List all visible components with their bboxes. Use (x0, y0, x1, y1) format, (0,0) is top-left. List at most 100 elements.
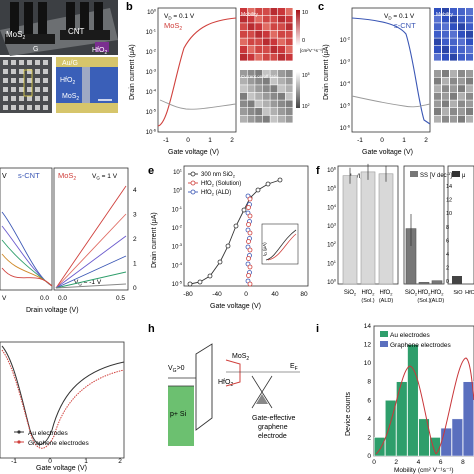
ratio-cell (270, 100, 278, 108)
micro-pad (35, 69, 40, 74)
panel-f-ytick: 106 (327, 166, 337, 175)
panel-h-mos2-band (225, 359, 241, 387)
panel-e-point-solution (247, 264, 253, 270)
panel-h-hfo2-barrier (195, 343, 213, 431)
mobility-cell (442, 38, 449, 46)
panel-e-legend-entry: 300 nm SiO2 (201, 172, 236, 179)
panel-e-inset-curve-a (265, 229, 297, 261)
mobility-cell (240, 30, 247, 38)
panel-g-axes (0, 341, 125, 459)
mobility-cell (442, 8, 449, 15)
label-mos2: MoS2 (6, 30, 25, 41)
micro-pad (19, 87, 24, 92)
mobility-cell (285, 46, 293, 53)
mobility-cell (278, 8, 285, 15)
mobility-cell (247, 30, 255, 38)
panel-c-xtick: -1 (357, 137, 363, 144)
mos2-output-curve (55, 271, 127, 289)
panel-f-group-label-right: HfO (465, 290, 474, 296)
mobility-cell (466, 23, 473, 31)
panel-b-ratio-label: Current on/off ratio (241, 74, 279, 79)
ratio-cell (458, 85, 465, 93)
mobility-cell (278, 15, 285, 23)
mobility-cell (262, 38, 270, 46)
mobility-cell (240, 46, 247, 53)
mobility-cell (458, 8, 465, 15)
mobility-cell (442, 46, 449, 53)
panel-d-left-title: s-CNT (18, 171, 40, 180)
micro-pad (43, 60, 48, 65)
panel-f-ss-ytick: 8 (446, 225, 449, 231)
ratio-cell (434, 70, 441, 77)
panel-f-group-label: SiO2 (344, 290, 357, 297)
ratio-cell (247, 108, 255, 115)
ratio-cell (285, 100, 293, 108)
mobility-cell (270, 8, 278, 15)
ratio-cell (442, 77, 449, 85)
ratio-cell (247, 115, 255, 123)
ratio-cell (255, 100, 263, 108)
panel-c-curve-on (351, 17, 431, 125)
panel-b-curve-on (157, 17, 237, 127)
mobility-cell (262, 23, 270, 31)
micro-pad (43, 105, 48, 110)
panel-b-xlabel: Gate voltage (V) (168, 149, 219, 156)
mobility-cell (466, 8, 473, 15)
ratio-cell (450, 108, 457, 115)
ratio-cell (278, 108, 285, 115)
mobility-cell (285, 23, 293, 31)
histogram-bar-au (396, 381, 408, 457)
scnt-output-curve (1, 225, 53, 287)
ratio-cell (285, 115, 293, 123)
ratio-cell (466, 92, 473, 100)
panel-b-ratio-top: 105 (302, 72, 310, 79)
ratio-cell (262, 77, 270, 85)
ratio-cell (434, 108, 441, 115)
mobility-cell (247, 38, 255, 46)
ratio-cell (442, 92, 449, 100)
panel-f-ss-ytick: 6 (446, 238, 449, 244)
histogram-bar-graphene (440, 427, 452, 457)
panel-a-micrograph-array (0, 57, 52, 113)
panel-e-point-solution (247, 230, 253, 236)
panel-f-ss-ytick: 2 (446, 266, 449, 272)
mobility-cell (285, 15, 293, 23)
panel-e-point-sio2 (255, 187, 261, 193)
panel-b-xtick: 0 (186, 137, 190, 144)
panel-e-point-solution (247, 281, 253, 287)
mobility-cell (278, 23, 285, 31)
ratio-cell (270, 92, 278, 100)
panel-i-xtick: 2 (394, 459, 398, 466)
panel-e-ytick: 10-2 (172, 224, 183, 233)
panel-e-point-sio2 (265, 181, 271, 187)
panel-c-xlabel: Gate voltage (V) (362, 149, 413, 156)
micro-pad (35, 105, 40, 110)
histogram-bar-au (429, 437, 441, 457)
mobility-cell (255, 8, 263, 15)
panel-c-mob-label: Mobility (436, 12, 453, 18)
ratio-cell (434, 115, 441, 123)
panel-f-ss-ytick: 14 (446, 184, 452, 190)
mobility-cell (450, 46, 457, 53)
panel-i-fit-graphene (435, 357, 474, 455)
panel-d-ytick: 4 (133, 187, 137, 194)
panel-f-group-note: (ALD) (379, 298, 394, 304)
mobility-cell (450, 15, 457, 23)
micro-pad (43, 87, 48, 92)
mobility-cell (255, 15, 263, 23)
ratio-cell (278, 70, 285, 77)
panel-i-ytick: 6 (367, 397, 371, 404)
micro-pad (35, 60, 40, 65)
panel-b-ratio-scale (296, 72, 300, 108)
panel-f-group-note-mid: (ALD) (430, 298, 445, 304)
panel-f-ss-ytick: 0 (446, 279, 449, 285)
panel-e-xtick: -40 (212, 291, 222, 298)
panel-g-xtick: -1 (11, 458, 17, 465)
panel-g-xlabel: Gate voltage (V) (36, 465, 87, 472)
mobility-cell (247, 15, 255, 23)
panel-i-ytick: 12 (364, 342, 372, 349)
panel-e-point-sio2 (197, 279, 203, 285)
panel-g: Au electrodes Graphene electrodes -1 0 1 2 … (0, 341, 125, 472)
micro-pad (11, 105, 16, 110)
